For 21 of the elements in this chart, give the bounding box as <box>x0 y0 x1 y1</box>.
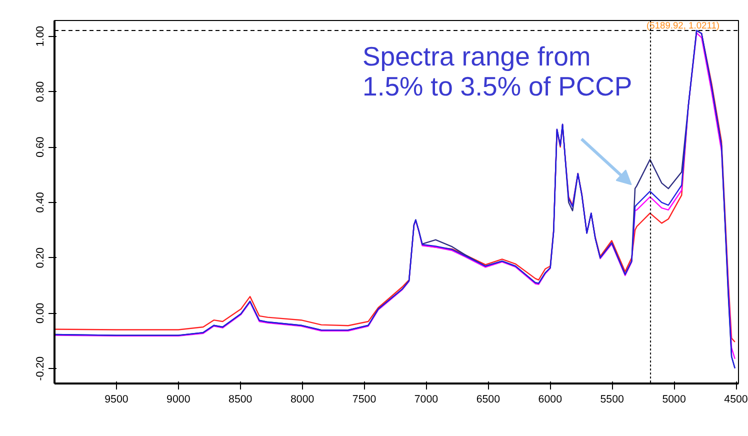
x-tick-label: 7500 <box>352 394 376 406</box>
y-tick-label: 1.00 <box>34 26 46 47</box>
y-tick-label: 0.40 <box>34 192 46 213</box>
y-tick-label: 0.00 <box>34 302 46 324</box>
x-tick-label: 8500 <box>228 394 252 406</box>
y-tick-label: 0.80 <box>34 81 46 102</box>
y-tick-label: -0.20 <box>34 356 46 381</box>
y-tick-label: 0.60 <box>34 136 46 158</box>
y-tick-label: 0.20 <box>34 247 46 268</box>
annotation: (5189.92, 1.0211) <box>646 20 720 30</box>
x-tick-label: 6500 <box>476 394 500 406</box>
x-tick-label: 5500 <box>600 394 624 406</box>
x-tick-label: 7000 <box>414 394 438 406</box>
annotation: Spectra range from <box>362 42 591 72</box>
x-tick-label: 5000 <box>662 394 686 406</box>
x-tick-label: 9000 <box>166 394 190 406</box>
x-tick-label: 6000 <box>538 394 562 406</box>
x-tick-label: 9500 <box>104 394 128 406</box>
annotation: 1.5% to 3.5% of PCCP <box>362 72 632 102</box>
x-tick-label: 8000 <box>290 394 314 406</box>
x-tick-label: 4500 <box>724 394 748 406</box>
